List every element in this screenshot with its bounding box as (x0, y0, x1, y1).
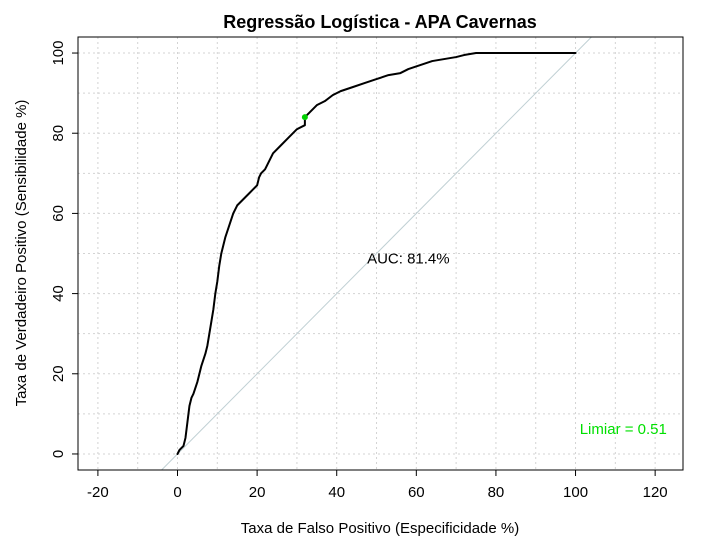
diagonal-reference-line (161, 36, 592, 471)
x-tick-label: 0 (173, 484, 181, 501)
x-tick-label: 80 (488, 484, 505, 501)
y-tick-label: 20 (50, 365, 67, 382)
tick-layer: -20 0 20 40 60 80 100 120 0 20 40 60 80 100 (50, 41, 668, 501)
x-tick-label: 20 (249, 484, 266, 501)
threshold-point (301, 114, 308, 121)
x-tick-label: -20 (87, 484, 109, 501)
threshold-label: Limiar = 0.51 (580, 421, 667, 438)
plot-frame (77, 36, 684, 471)
highlight-layer (301, 114, 308, 121)
x-tick-label: 120 (643, 484, 668, 501)
y-tick-label: 100 (50, 41, 67, 66)
y-tick-label: 40 (50, 285, 67, 302)
x-tick-label: 100 (563, 484, 588, 501)
x-tick-label: 60 (408, 484, 425, 501)
x-tick-label: 40 (328, 484, 345, 501)
grid-layer (78, 37, 683, 470)
y-tick-label: 0 (50, 450, 67, 458)
reference-layer (161, 36, 592, 471)
y-tick-label: 60 (50, 205, 67, 222)
x-axis-label: Taxa de Falso Positivo (Especificidade %… (241, 520, 519, 537)
auc-label: AUC: 81.4% (367, 251, 450, 268)
y-axis-label: Taxa de Verdadeiro Positivo (Sensibilida… (13, 100, 30, 407)
chart-title: Regressão Logística - APA Cavernas (223, 12, 536, 32)
series-layer (176, 52, 577, 455)
roc-curve-line (176, 52, 577, 455)
y-tick-label: 80 (50, 125, 67, 142)
